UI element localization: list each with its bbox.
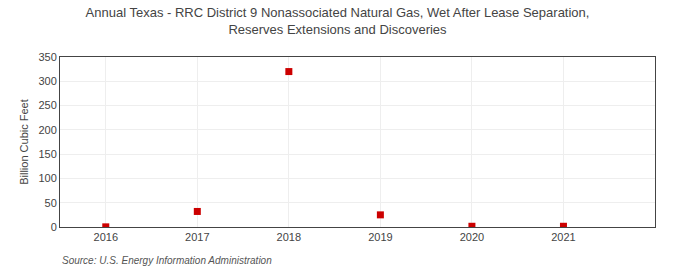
svg-text:2018: 2018 (277, 231, 301, 243)
svg-text:300: 300 (38, 75, 56, 87)
svg-text:2019: 2019 (368, 231, 392, 243)
svg-text:Billion Cubic Feet: Billion Cubic Feet (18, 99, 30, 185)
svg-text:100: 100 (38, 172, 56, 184)
svg-text:2021: 2021 (551, 231, 575, 243)
svg-text:350: 350 (38, 51, 56, 63)
svg-text:2017: 2017 (185, 231, 209, 243)
svg-text:Annual Texas - RRC District 9: Annual Texas - RRC District 9 Nonassocia… (86, 5, 590, 37)
svg-text:250: 250 (38, 99, 56, 111)
svg-text:50: 50 (45, 197, 57, 209)
svg-text:2020: 2020 (460, 231, 484, 243)
svg-text:2016: 2016 (94, 231, 118, 243)
svg-text:0: 0 (51, 221, 57, 233)
svg-text:150: 150 (38, 148, 56, 160)
svg-text:200: 200 (38, 124, 56, 136)
svg-text:Source: U.S. Energy Informatio: Source: U.S. Energy Information Administ… (62, 255, 272, 266)
